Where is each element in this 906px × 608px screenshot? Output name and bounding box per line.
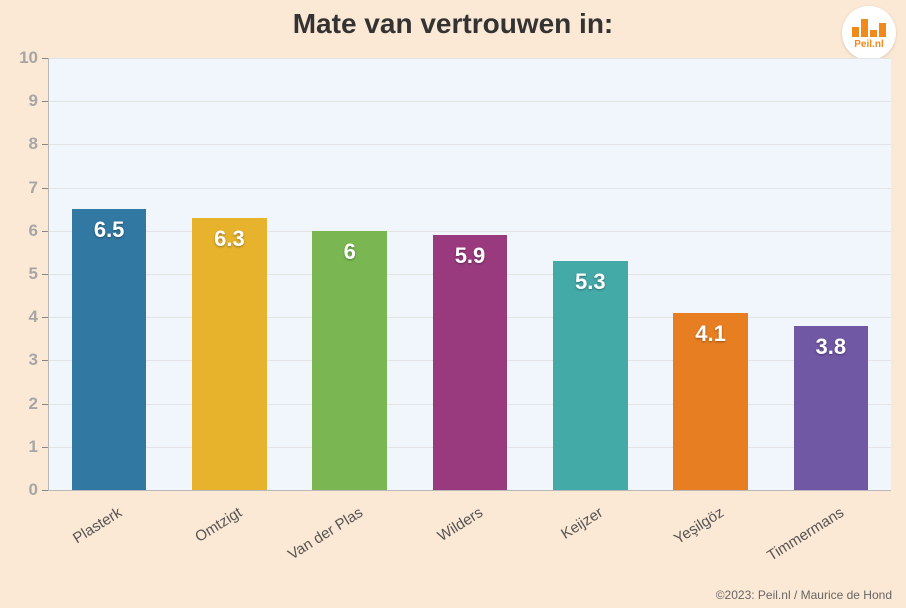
- x-axis-label: Plasterk: [70, 504, 125, 547]
- bar-value-label: 3.8: [794, 334, 869, 360]
- bar-chart-plot: 6.5 6.3 6 5.9 5.3 4.1 3.8: [48, 58, 891, 491]
- y-tick: [42, 58, 48, 59]
- y-tick: [42, 144, 48, 145]
- y-axis-label: 10: [14, 48, 38, 68]
- y-axis-label: 4: [14, 307, 38, 327]
- x-axis-label: Yeşilgöz: [671, 504, 727, 548]
- gridline: [49, 231, 891, 232]
- y-axis-label: 7: [14, 178, 38, 198]
- x-axis-label: Wilders: [435, 504, 486, 545]
- peil-logo: Peil.nl: [842, 6, 896, 60]
- y-tick: [42, 317, 48, 318]
- y-axis-label: 8: [14, 134, 38, 154]
- bar: 5.9: [433, 235, 508, 490]
- y-tick: [42, 447, 48, 448]
- gridline: [49, 144, 891, 145]
- y-axis-label: 5: [14, 264, 38, 284]
- gridline: [49, 58, 891, 59]
- bar-value-label: 6: [312, 239, 387, 265]
- y-axis-label: 2: [14, 394, 38, 414]
- x-axis-label: Keijzer: [558, 504, 606, 543]
- bar: 4.1: [673, 313, 748, 490]
- logo-text: Peil.nl: [854, 39, 883, 50]
- gridline: [49, 188, 891, 189]
- x-axis-label: Omtzigt: [193, 504, 246, 546]
- bar: 6: [312, 231, 387, 490]
- y-axis-label: 3: [14, 350, 38, 370]
- y-tick: [42, 188, 48, 189]
- y-tick: [42, 360, 48, 361]
- y-tick: [42, 231, 48, 232]
- x-axis-label: Van der Plas: [285, 504, 366, 563]
- bar: 3.8: [794, 326, 869, 490]
- x-axis-label: Timmermans: [764, 504, 847, 564]
- y-axis-label: 9: [14, 91, 38, 111]
- bar: 6.5: [72, 209, 147, 490]
- chart-title: Mate van vertrouwen in:: [0, 8, 906, 40]
- bar: 6.3: [192, 218, 267, 490]
- y-tick: [42, 101, 48, 102]
- bar-value-label: 5.9: [433, 243, 508, 269]
- bar-value-label: 6.3: [192, 226, 267, 252]
- y-axis-label: 1: [14, 437, 38, 457]
- y-tick: [42, 274, 48, 275]
- credit-line: ©2023: Peil.nl / Maurice de Hond: [716, 588, 892, 602]
- gridline: [49, 101, 891, 102]
- bar: 5.3: [553, 261, 628, 490]
- y-tick: [42, 404, 48, 405]
- bar-value-label: 6.5: [72, 217, 147, 243]
- logo-bars-icon: [852, 17, 886, 37]
- bar-value-label: 5.3: [553, 269, 628, 295]
- y-tick: [42, 490, 48, 491]
- y-axis-label: 0: [14, 480, 38, 500]
- y-axis-label: 6: [14, 221, 38, 241]
- chart-container: Mate van vertrouwen in: Peil.nl 6.5 6.3 6 5…: [0, 0, 906, 608]
- bar-value-label: 4.1: [673, 321, 748, 347]
